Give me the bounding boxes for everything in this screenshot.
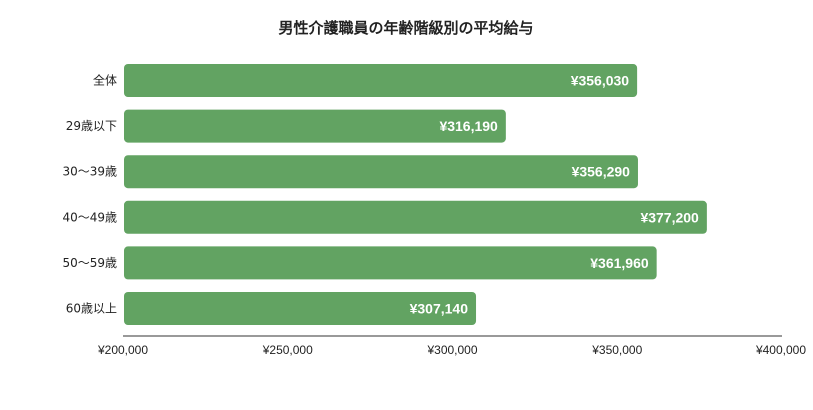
x-tick-label-0: ¥200,000	[97, 343, 148, 357]
x-tick-label-2: ¥300,000	[426, 343, 477, 357]
bar-3	[124, 200, 707, 234]
category-label-2: 30〜39歳	[62, 165, 117, 179]
bars-layer	[124, 64, 707, 325]
data-label-0: ¥356,030	[571, 73, 630, 89]
category-label-4: 50〜59歳	[62, 256, 117, 270]
data-label-2: ¥356,290	[572, 164, 631, 180]
bar-2	[124, 155, 638, 189]
data-label-4: ¥361,960	[590, 255, 649, 271]
chart-title: 男性介護職員の年齢階級別の平均給与	[278, 19, 533, 37]
category-label-3: 40〜49歳	[62, 210, 117, 224]
bar-0	[124, 64, 638, 97]
data-label-1: ¥316,190	[439, 118, 498, 134]
bar-5	[124, 292, 477, 325]
data-label-5: ¥307,140	[410, 301, 469, 317]
bar-4	[124, 246, 657, 280]
category-labels: 全体 29歳以下 30〜39歳 40〜49歳 50〜59歳 60歳以上	[62, 73, 117, 316]
data-labels: ¥356,030 ¥316,190 ¥356,290 ¥377,200 ¥361,960…	[410, 73, 699, 317]
x-axis-tick-labels: ¥200,000 ¥250,000 ¥300,000 ¥350,000 ¥400,000	[97, 343, 806, 357]
x-tick-label-1: ¥250,000	[262, 343, 313, 357]
x-tick-label-4: ¥400,000	[755, 343, 806, 357]
x-tick-label-3: ¥350,000	[591, 343, 642, 357]
category-label-0: 全体	[93, 73, 117, 88]
bar-1	[124, 109, 506, 143]
data-label-3: ¥377,200	[640, 209, 699, 225]
category-label-1: 29歳以下	[66, 119, 117, 133]
category-label-5: 60歳以上	[66, 302, 117, 316]
